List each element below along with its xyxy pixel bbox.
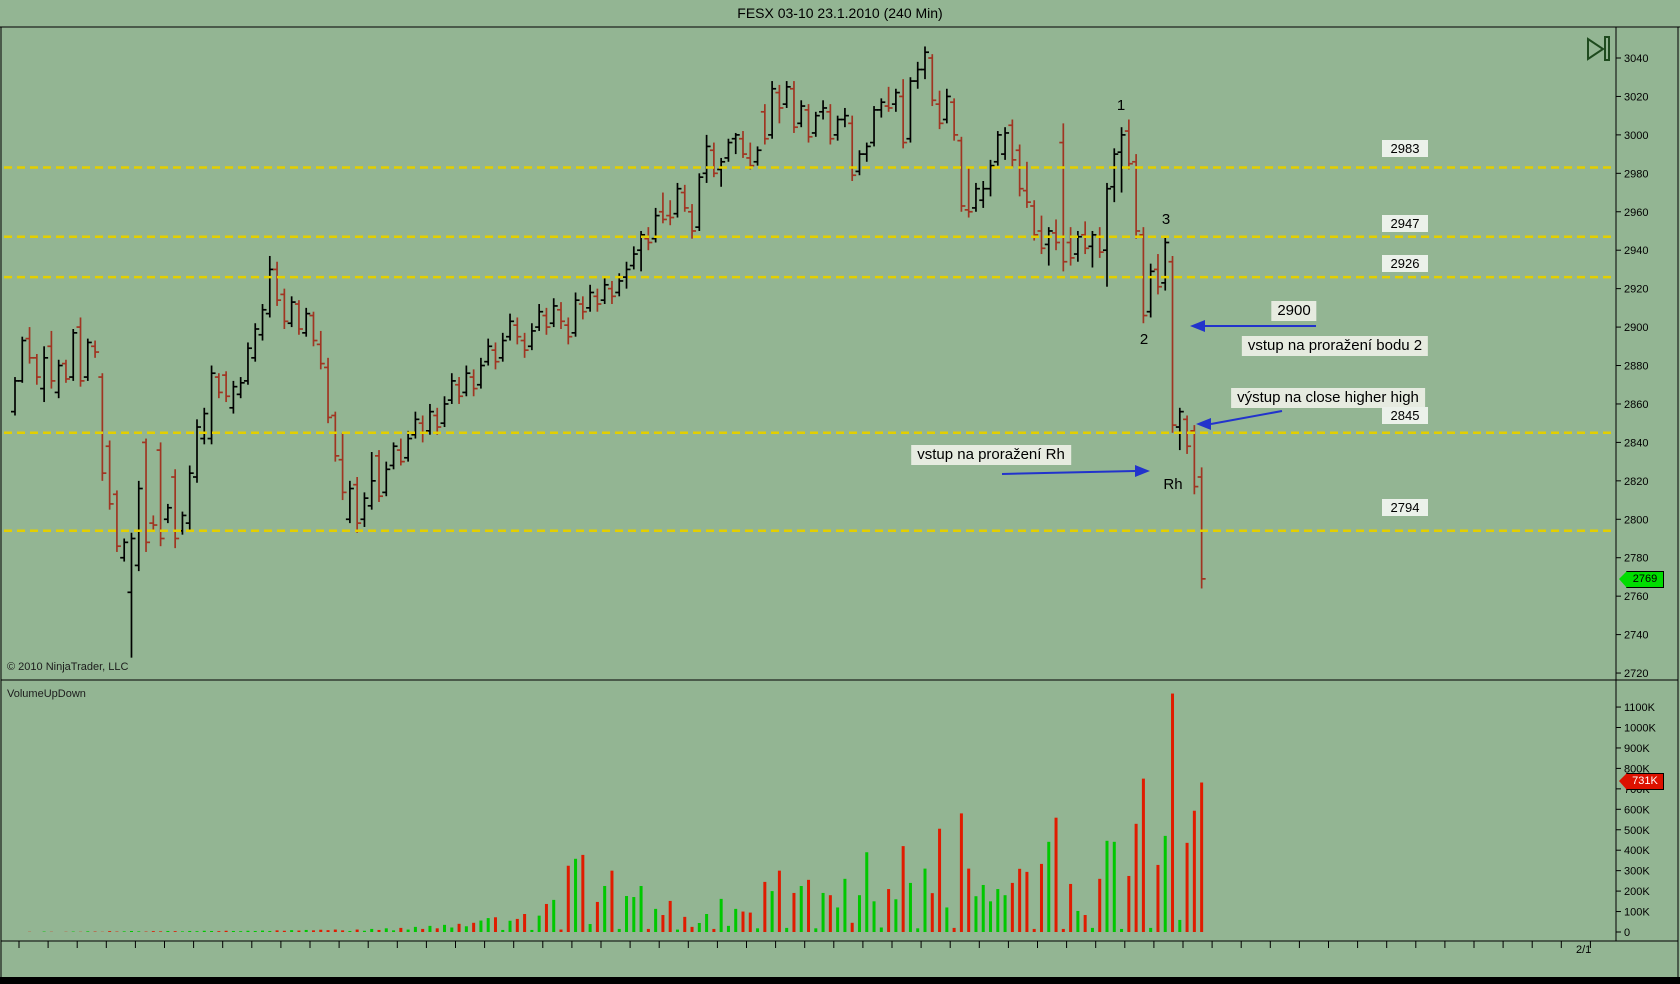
svg-text:800K: 800K: [1624, 763, 1650, 775]
skip-to-end-icon[interactable]: [1604, 36, 1610, 61]
window-bottom-edge: [0, 977, 1680, 984]
svg-text:2980: 2980: [1624, 168, 1648, 180]
exit-note-annotation: výstup na close higher high: [1231, 388, 1425, 408]
pivot-level-label-2947: 2947: [1382, 215, 1428, 232]
last-volume-badge: 731K: [1619, 773, 1664, 790]
xaxis-date-label: 2/1: [1576, 944, 1592, 956]
swing-point-1-label: 1: [1116, 97, 1126, 114]
swing-point-rh-label: Rh: [1163, 476, 1183, 493]
copyright-watermark: © 2010 NinjaTrader, LLC: [7, 661, 129, 673]
pivot-level-label-2794: 2794: [1382, 499, 1428, 516]
svg-text:2780: 2780: [1624, 553, 1648, 565]
pivot-level-label-2983: 2983: [1382, 140, 1428, 157]
svg-text:2960: 2960: [1624, 207, 1648, 219]
svg-text:2900: 2900: [1624, 322, 1648, 334]
swing-point-3-label: 3: [1161, 211, 1171, 228]
svg-text:2860: 2860: [1624, 399, 1648, 411]
svg-text:600K: 600K: [1624, 804, 1650, 816]
svg-text:2760: 2760: [1624, 591, 1648, 603]
svg-text:2840: 2840: [1624, 437, 1648, 449]
svg-text:2940: 2940: [1624, 245, 1648, 257]
svg-text:300K: 300K: [1624, 866, 1650, 878]
volume-indicator-label: VolumeUpDown: [7, 688, 86, 700]
svg-text:400K: 400K: [1624, 845, 1650, 857]
svg-text:1100K: 1100K: [1624, 702, 1656, 714]
svg-text:2800: 2800: [1624, 514, 1648, 526]
svg-text:200K: 200K: [1624, 886, 1650, 898]
svg-text:2820: 2820: [1624, 476, 1648, 488]
pivot-level-label-2845: 2845: [1382, 407, 1428, 424]
svg-text:1000K: 1000K: [1624, 723, 1656, 735]
svg-text:500K: 500K: [1624, 825, 1650, 837]
entry-note-point2-annotation: vstup na proražení bodu 2: [1241, 336, 1429, 356]
entry-price-annotation: 2900: [1271, 301, 1317, 321]
svg-text:0: 0: [1624, 927, 1630, 939]
svg-text:900K: 900K: [1624, 743, 1650, 755]
svg-text:100K: 100K: [1624, 907, 1650, 919]
svg-text:3040: 3040: [1624, 53, 1648, 65]
pivot-level-label-2926: 2926: [1382, 255, 1428, 272]
svg-text:2720: 2720: [1624, 668, 1648, 680]
svg-text:2920: 2920: [1624, 284, 1648, 296]
svg-text:3020: 3020: [1624, 91, 1648, 103]
svg-text:2880: 2880: [1624, 361, 1648, 373]
chart-title: FESX 03-10 23.1.2010 (240 Min): [737, 5, 943, 21]
swing-point-2-label: 2: [1139, 331, 1149, 348]
svg-text:2740: 2740: [1624, 630, 1648, 642]
last-price-badge: 2769: [1619, 571, 1664, 588]
entry-note-rh-annotation: vstup na proražení Rh: [911, 445, 1071, 465]
svg-text:3000: 3000: [1624, 130, 1648, 142]
